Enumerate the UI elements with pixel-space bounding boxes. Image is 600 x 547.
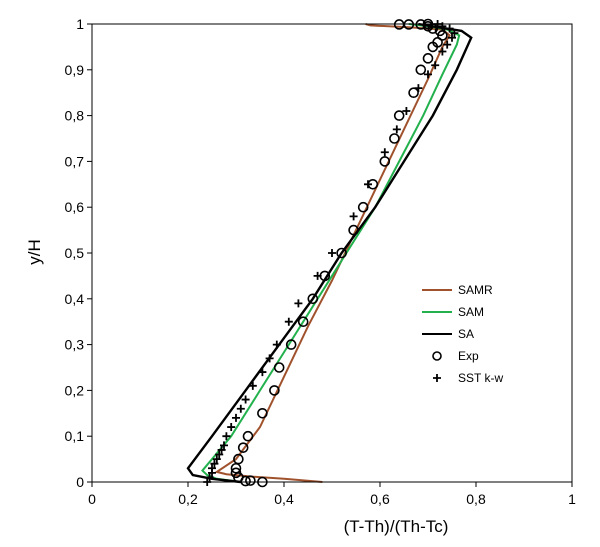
- data-point: [448, 33, 456, 42]
- data-point: [210, 459, 219, 468]
- data-point: [220, 441, 228, 450]
- data-point: [205, 473, 214, 482]
- y-tick-label: 0,3: [65, 337, 85, 353]
- y-tick-label: 0,4: [65, 291, 85, 307]
- data-point: [248, 381, 257, 390]
- x-tick-label: 0,4: [274, 491, 294, 507]
- data-point: [212, 455, 221, 464]
- data-point: [336, 247, 347, 259]
- data-point: [392, 125, 401, 134]
- data-point: [233, 453, 244, 465]
- data-point: [415, 64, 427, 76]
- data-point: [402, 107, 411, 116]
- data-point: [414, 84, 423, 93]
- data-point: [389, 133, 400, 144]
- data-point: [393, 110, 405, 121]
- legend: SAMR SAM SA Exp SST k-w: [422, 283, 503, 385]
- data-point: [438, 47, 447, 56]
- data-point: [450, 29, 459, 38]
- y-tick-label: 0,9: [65, 62, 85, 78]
- data-point: [445, 24, 454, 33]
- series-sa: [186, 22, 473, 484]
- data-point: [222, 432, 231, 441]
- data-point: [237, 442, 249, 453]
- data-point: [285, 339, 297, 350]
- data-point: [258, 368, 267, 377]
- data-point: [431, 61, 440, 70]
- data-point: [241, 395, 250, 404]
- data-point: [380, 148, 389, 157]
- data-point: [269, 385, 280, 396]
- y-tick-label: 0,2: [65, 382, 85, 398]
- data-point: [257, 407, 268, 419]
- legend-label: SAMR: [458, 283, 493, 297]
- data-point: [297, 316, 309, 328]
- data-point: [313, 271, 322, 280]
- data-point: [273, 362, 285, 373]
- y-tick-label: 0,5: [65, 245, 85, 261]
- legend-item: SA: [422, 327, 474, 341]
- x-tick-label: 0,6: [370, 491, 390, 507]
- legend-label: SST k-w: [458, 371, 503, 385]
- data-point: [432, 37, 443, 48]
- data-point: [349, 212, 358, 221]
- data-point: [245, 475, 256, 486]
- data-point: [284, 317, 293, 326]
- data-point: [424, 70, 432, 79]
- plot-area: [186, 18, 473, 488]
- data-point: [328, 249, 336, 257]
- data-point: [422, 53, 434, 64]
- legend-swatch: [433, 374, 441, 382]
- y-axis-label: y/H: [25, 239, 44, 265]
- y-tick-label: 0,8: [65, 108, 85, 124]
- legend-swatch: [432, 351, 442, 361]
- y-tick-label: 0: [76, 474, 84, 490]
- data-point: [408, 87, 419, 98]
- data-point: [265, 354, 274, 363]
- x-tick-label: 1: [568, 491, 576, 507]
- legend-label: SA: [458, 327, 474, 341]
- data-point: [272, 340, 281, 349]
- legend-item: SST k-w: [433, 371, 503, 385]
- y-tick-label: 1: [76, 16, 84, 32]
- x-tick-label: 0,8: [466, 491, 486, 507]
- data-point: [307, 293, 319, 305]
- series-line: [186, 22, 473, 484]
- data-point: [364, 180, 372, 189]
- data-point: [294, 299, 303, 308]
- legend-item: Exp: [432, 349, 479, 363]
- y-tick-label: 0,7: [65, 153, 85, 169]
- data-point: [379, 156, 391, 167]
- series-line: [201, 23, 461, 483]
- x-axis-label: (T-Th)/(Th-Tc): [344, 517, 449, 536]
- data-point: [208, 464, 216, 473]
- legend-item: SAMR: [422, 283, 493, 297]
- data-point: [232, 413, 240, 422]
- y-tick-label: 0,1: [65, 428, 85, 444]
- data-point: [242, 430, 254, 442]
- series-sam: [201, 23, 461, 483]
- legend-item: SAM: [422, 305, 484, 319]
- legend-label: SAM: [458, 305, 484, 319]
- data-point: [348, 224, 359, 236]
- axes: 0 0,1 0,2 0,3 0,4 0,5 0,6 0,7 0,8 0,9 1 0 0,2 0,4 0,6 0…: [65, 16, 577, 507]
- series-exp: [230, 18, 448, 488]
- data-point: [236, 404, 245, 413]
- data-point: [217, 445, 226, 454]
- data-point: [215, 450, 224, 459]
- x-tick-label: 0,2: [178, 491, 198, 507]
- legend-label: Exp: [458, 349, 479, 363]
- y-tick-label: 0,6: [65, 199, 85, 215]
- data-point: [357, 201, 369, 213]
- data-point: [230, 467, 242, 479]
- data-point: [227, 423, 236, 432]
- series-sst-k-w: [203, 20, 459, 486]
- x-tick-label: 0: [88, 491, 96, 507]
- data-point: [443, 40, 452, 49]
